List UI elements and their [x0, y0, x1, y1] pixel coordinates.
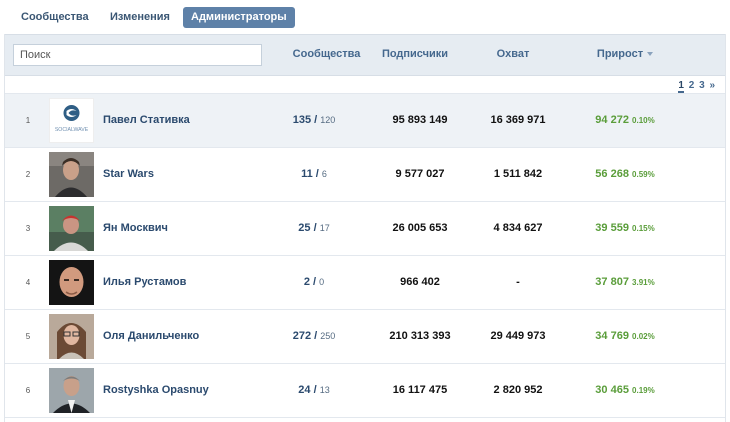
growth-number: 39 559 — [595, 222, 629, 234]
socialwave-logo-icon: SOCIALWAVE — [55, 105, 89, 133]
reach-value: 4 834 627 — [493, 222, 543, 234]
rank-number: 1 — [25, 116, 31, 125]
growth-value: 39 559 0.15% — [575, 202, 675, 255]
table-row[interactable]: 3 Ян Москвич 25 / 17 26 005 653 4 834 62… — [5, 201, 725, 255]
admin-name-link[interactable]: Ян Москвич — [103, 222, 168, 234]
subscribers-value: 966 402 — [400, 276, 440, 288]
column-header-communities[interactable]: Сообщества — [292, 48, 361, 60]
communities-count: 272 / 250 — [292, 330, 336, 342]
growth-percent: 0.59% — [632, 170, 655, 179]
avatar[interactable] — [49, 152, 94, 197]
reach-value: 16 369 971 — [490, 114, 546, 126]
table-row[interactable]: 2 Star Wars 11 / 6 9 577 027 1 511 842 5… — [5, 147, 725, 201]
growth-percent: 0.10% — [632, 116, 655, 125]
communities-sub: 17 — [319, 223, 330, 233]
tab-bar: Сообщества Изменения Администраторы — [0, 0, 730, 34]
growth-number: 30 465 — [595, 384, 629, 396]
reach-value: 29 449 973 — [490, 330, 546, 342]
table-row[interactable]: 5 Оля Данильченко 272 / 250 210 313 393 … — [5, 309, 725, 363]
person-photo-icon — [49, 152, 94, 197]
person-photo-icon — [49, 314, 94, 359]
communities-total: 272 — [292, 330, 312, 342]
communities-sub: 13 — [319, 385, 330, 395]
admin-name-link[interactable]: Star Wars — [103, 168, 154, 180]
avatar[interactable] — [49, 314, 94, 359]
table-row[interactable]: 6 Rostyshka Opasnuy 24 / 13 16 117 475 2… — [5, 363, 725, 418]
reach-value: - — [516, 276, 520, 288]
growth-header-label: Прирост — [596, 48, 644, 60]
communities-count: 135 / 120 — [292, 114, 336, 126]
communities-count: 2 / 0 — [303, 276, 325, 288]
reach-value: 1 511 842 — [493, 168, 543, 180]
growth-percent: 0.19% — [632, 386, 655, 395]
subscribers-value: 95 893 149 — [392, 114, 448, 126]
table-row[interactable]: 1 SOCIALWAVE Павел Стативка 135 / 120 95… — [5, 93, 725, 147]
pagination: 1 2 3 » — [676, 80, 715, 93]
tab-administrators[interactable]: Администраторы — [183, 7, 295, 28]
growth-number: 37 807 — [595, 276, 629, 288]
communities-count: 11 / 6 — [301, 168, 327, 180]
table-row[interactable]: 4 Илья Рустамов 2 / 0 966 402 - 37 807 3… — [5, 255, 725, 309]
reach-value: 2 820 952 — [493, 384, 543, 396]
admin-name-link[interactable]: Илья Рустамов — [103, 276, 187, 288]
search-input[interactable] — [13, 44, 262, 66]
communities-total: 25 — [298, 222, 311, 234]
rank-number: 4 — [25, 278, 31, 287]
admin-name-link[interactable]: Rostyshka Opasnuy — [103, 384, 209, 396]
page-link[interactable]: 2 — [688, 80, 695, 91]
communities-total: 11 — [301, 168, 313, 180]
subscribers-value: 26 005 653 — [392, 222, 448, 234]
growth-number: 94 272 — [595, 114, 629, 126]
avatar[interactable] — [49, 206, 94, 251]
communities-sub: 6 — [321, 169, 327, 179]
subscribers-value: 210 313 393 — [389, 330, 451, 342]
communities-total: 24 — [298, 384, 311, 396]
column-header-subscribers[interactable]: Подписчики — [381, 48, 449, 60]
person-photo-icon — [49, 206, 94, 251]
growth-number: 34 769 — [595, 330, 629, 342]
rank-number: 2 — [25, 170, 31, 179]
communities-count: 25 / 17 — [298, 222, 330, 234]
subscribers-value: 9 577 027 — [395, 168, 445, 180]
communities-count: 24 / 13 — [298, 384, 330, 396]
tab-changes[interactable]: Изменения — [110, 11, 170, 23]
tab-communities[interactable]: Сообщества — [21, 11, 89, 23]
communities-sub: 120 — [320, 115, 336, 125]
growth-percent: 0.15% — [632, 224, 655, 233]
next-page-link[interactable]: » — [709, 80, 715, 91]
growth-number: 56 268 — [595, 168, 629, 180]
communities-total: 2 — [303, 276, 310, 288]
growth-value: 94 272 0.10% — [575, 94, 675, 147]
person-photo-icon — [49, 368, 94, 413]
avatar-logo-text: SOCIALWAVE — [55, 127, 89, 133]
communities-sub: 250 — [320, 331, 336, 341]
growth-percent: 0.02% — [632, 332, 655, 341]
rank-number: 3 — [25, 224, 31, 233]
rank-number: 5 — [25, 332, 31, 341]
growth-value: 30 465 0.19% — [575, 364, 675, 417]
column-header-reach[interactable]: Охват — [496, 48, 530, 60]
growth-percent: 3.91% — [632, 278, 655, 287]
growth-value: 34 769 0.02% — [575, 310, 675, 363]
person-photo-icon — [49, 260, 94, 305]
admin-name-link[interactable]: Павел Стативка — [103, 114, 190, 126]
avatar[interactable] — [49, 260, 94, 305]
table-header: Сообщества Подписчики Охват Прирост — [5, 34, 725, 76]
page-link-current[interactable]: 1 — [678, 80, 684, 93]
sort-desc-icon — [647, 52, 654, 57]
admin-name-link[interactable]: Оля Данильченко — [103, 330, 200, 342]
communities-sub: 0 — [319, 277, 325, 287]
page-link[interactable]: 3 — [699, 80, 705, 91]
subscribers-value: 16 117 475 — [392, 384, 448, 396]
avatar[interactable]: SOCIALWAVE — [49, 98, 94, 143]
column-header-growth[interactable]: Прирост — [570, 48, 680, 60]
admin-list: 1 SOCIALWAVE Павел Стативка 135 / 120 95… — [5, 93, 725, 418]
avatar[interactable] — [49, 368, 94, 413]
ranking-panel: Сообщества Подписчики Охват Прирост 1 2 … — [4, 34, 726, 422]
rank-number: 6 — [25, 386, 31, 395]
growth-value: 56 268 0.59% — [575, 148, 675, 201]
communities-total: 135 — [292, 114, 312, 126]
growth-value: 37 807 3.91% — [575, 256, 675, 309]
